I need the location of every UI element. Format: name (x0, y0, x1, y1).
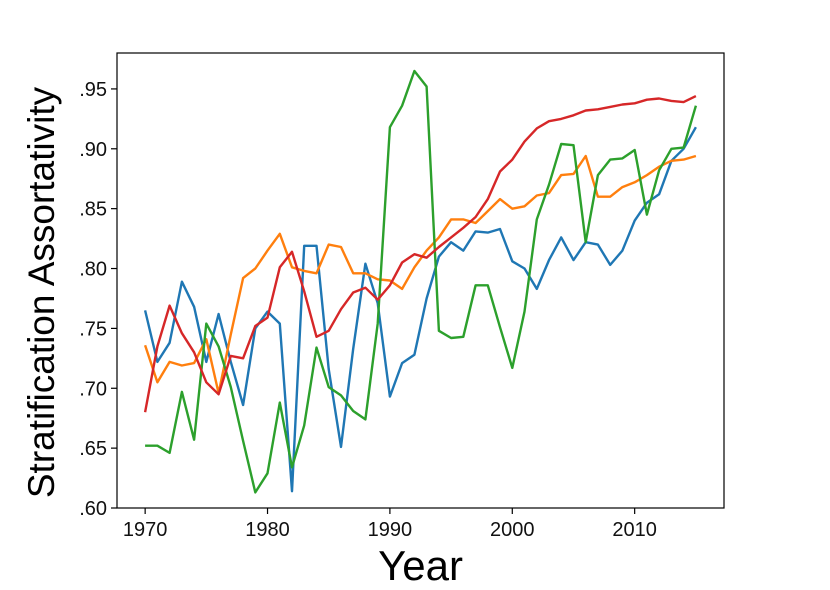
y-axis-title: Stratification Assortativity (21, 86, 62, 498)
x-tick-label: 1990 (368, 519, 413, 541)
series-line-4 (143, 95, 697, 413)
x-axis-title: Year (378, 542, 463, 589)
y-tick-label: .80 (79, 259, 107, 281)
x-axis: 1970 1980 1990 2000 2010 (123, 508, 657, 541)
y-tick-label: .75 (79, 318, 107, 340)
series-line-3 (145, 69, 698, 494)
x-tick-label: 2010 (612, 519, 657, 541)
y-tick-label: .85 (79, 199, 107, 221)
y-tick-label: .65 (79, 438, 107, 460)
y-tick-label: .90 (79, 139, 107, 161)
x-tick-label: 1980 (245, 519, 290, 541)
series-line-1 (143, 126, 697, 493)
y-tick-label: .70 (79, 378, 107, 400)
x-tick-label: 1970 (123, 519, 168, 541)
plot-frame (116, 52, 725, 509)
y-axis: .60 .65 .70 .75 .80 .85 .90 .95 (79, 79, 117, 520)
x-tick-label: 2000 (490, 519, 535, 541)
y-tick-label: .95 (79, 79, 107, 101)
plot-lines (143, 69, 698, 494)
series-line-2 (143, 154, 697, 395)
y-tick-label: .60 (79, 498, 107, 520)
